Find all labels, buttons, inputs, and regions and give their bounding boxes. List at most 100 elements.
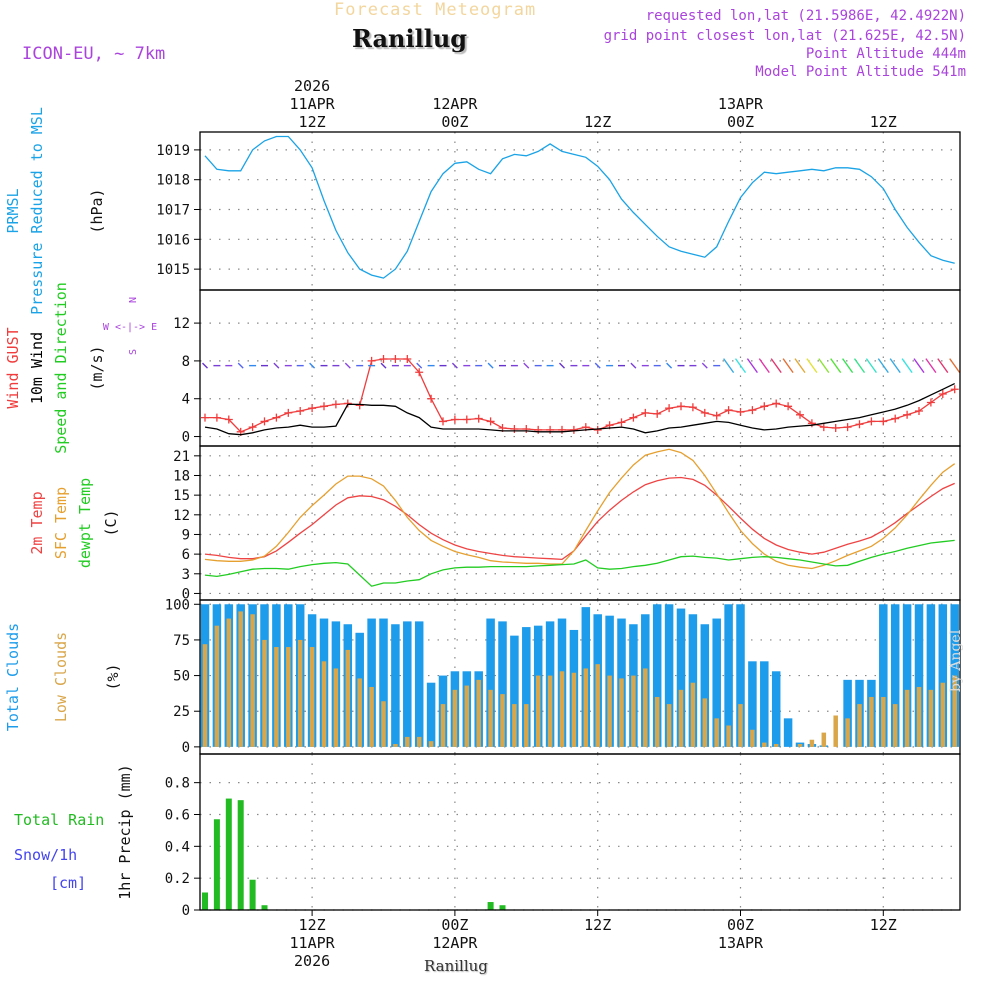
gust-marker xyxy=(593,425,602,434)
bar-total_clouds xyxy=(498,621,507,747)
y-tick-label: 6 xyxy=(182,547,190,563)
bar-low_clouds xyxy=(357,678,362,747)
bar-total_clouds xyxy=(724,604,733,747)
bar-total_clouds xyxy=(403,621,412,747)
y-tick-label: 0.2 xyxy=(165,871,190,887)
bottom-time-label: 12Z xyxy=(870,916,897,934)
bar-low_clouds xyxy=(547,675,553,747)
bar-low_clouds xyxy=(833,715,838,747)
wind-arrow xyxy=(794,358,806,374)
gust-marker xyxy=(272,413,281,422)
wind-arrow xyxy=(949,358,961,374)
top-time-label: 13APR xyxy=(718,95,764,113)
bar-low_clouds xyxy=(428,741,434,747)
bar-low_clouds xyxy=(333,668,339,747)
line-dewpt xyxy=(204,539,955,587)
bar-low_clouds xyxy=(809,739,815,747)
gust-marker xyxy=(367,356,376,365)
compass-we: W <-|-> E xyxy=(103,322,157,333)
wind-arrow xyxy=(889,358,901,374)
bar-rain xyxy=(225,798,232,910)
bar-low_clouds xyxy=(952,675,957,747)
gust-marker xyxy=(915,407,923,416)
gust-marker xyxy=(260,417,269,426)
gust-marker xyxy=(224,415,233,424)
y-tick-label: 3 xyxy=(182,567,190,583)
gust-marker xyxy=(486,417,495,426)
y-tick-label: 100 xyxy=(165,597,190,613)
wind-arrow xyxy=(818,358,830,374)
bar-low_clouds xyxy=(631,675,636,747)
bar-rain xyxy=(249,879,256,910)
top-time-label: 00Z xyxy=(441,113,468,131)
bar-low_clouds xyxy=(500,694,505,747)
bar-low_clouds xyxy=(857,704,862,747)
bar-low_clouds xyxy=(738,704,743,747)
bar-low_clouds xyxy=(488,689,493,747)
gust-marker xyxy=(629,413,638,422)
wind-arrow xyxy=(877,358,889,374)
wind-arrow xyxy=(830,358,842,374)
bottom-time-label: 11APR xyxy=(290,934,336,952)
panel-frame xyxy=(199,753,961,911)
y-axis-label: SFC Temp xyxy=(52,487,70,559)
gust-marker xyxy=(522,424,531,433)
bottom-time-label: 13APR xyxy=(718,934,764,952)
bar-total_clouds xyxy=(676,608,686,747)
gridpoint-coordinates: grid point closest lon,lat (21.625E, 42.… xyxy=(603,28,966,44)
bar-low_clouds xyxy=(214,625,220,747)
bar-low_clouds xyxy=(916,686,922,747)
y-tick-label: 4 xyxy=(182,392,190,408)
gust-marker xyxy=(903,410,912,419)
gust-marker xyxy=(450,415,459,424)
wind-arrow xyxy=(487,362,494,369)
wind-arrow xyxy=(734,358,747,374)
bar-low_clouds xyxy=(286,647,291,747)
bar-low_clouds xyxy=(524,704,529,747)
bar-low_clouds xyxy=(690,682,696,747)
wind-arrow xyxy=(523,362,530,369)
bar-total_clouds xyxy=(760,661,769,747)
line-wind xyxy=(204,383,955,436)
y-tick-label: 50 xyxy=(173,669,190,685)
y-tick-label: 0.4 xyxy=(165,839,190,855)
bar-total_clouds xyxy=(843,679,852,747)
wind-arrow xyxy=(451,362,458,369)
y-axis-label: dewpt Temp xyxy=(76,478,94,568)
wind-arrow xyxy=(416,362,423,369)
gust-marker xyxy=(772,399,781,408)
bar-low_clouds xyxy=(904,689,910,747)
bar-low_clouds xyxy=(595,664,600,747)
bar-total_clouds xyxy=(736,604,745,747)
wind-arrow xyxy=(559,362,565,369)
panel-pressure: 1015 1016 1017 1018 1019 PRMSL Pressure Reduce… xyxy=(4,107,961,315)
bar-low_clouds xyxy=(250,614,255,747)
gust-marker xyxy=(403,355,412,364)
bar-total_clouds xyxy=(367,618,376,747)
bar-low_clouds xyxy=(535,675,541,747)
bottom-time-label: 00Z xyxy=(441,916,468,934)
bar-low_clouds xyxy=(381,701,386,747)
credit-watermark: by Angel xyxy=(948,629,964,692)
y-axis-label: 10m Wind xyxy=(28,332,46,404)
gust-marker xyxy=(439,417,447,426)
bar-low_clouds xyxy=(238,611,243,747)
wind-arrow xyxy=(237,362,244,369)
wind-arrow xyxy=(758,358,770,374)
bar-low_clouds xyxy=(297,639,303,747)
gust-marker xyxy=(641,408,650,417)
point-altitude: Point Altitude 444m xyxy=(805,46,966,62)
bar-low_clouds xyxy=(702,698,708,747)
bar-low_clouds xyxy=(309,647,315,747)
y-axis-label: 2m Temp xyxy=(28,491,46,554)
gust-marker xyxy=(343,399,352,408)
bar-low_clouds xyxy=(369,686,374,747)
gust-marker xyxy=(462,415,471,424)
wind-arrow xyxy=(594,362,601,369)
y-tick-label: 21 xyxy=(173,449,190,465)
gust-marker xyxy=(617,418,626,427)
requested-coordinates: requested lon,lat (21.5986E, 42.4922N) xyxy=(645,8,966,24)
bar-low_clouds xyxy=(666,704,672,747)
gust-marker xyxy=(760,402,769,411)
wind-arrow xyxy=(630,362,637,369)
